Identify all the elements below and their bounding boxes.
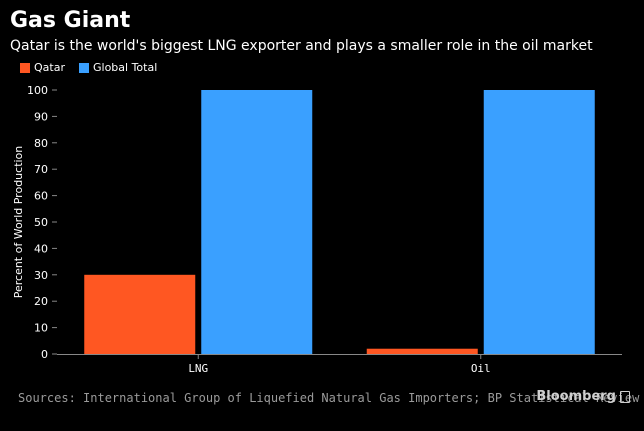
legend-swatch-qatar	[20, 62, 30, 73]
bar-qatar-lng	[84, 274, 196, 354]
legend-swatch-global-total	[78, 62, 89, 73]
bar-qatar-oil	[366, 348, 478, 354]
y-tick-label: 60	[34, 190, 48, 203]
chart-title: Gas Giant	[10, 8, 131, 33]
y-tick-label: 50	[34, 216, 48, 229]
source-note: Sources: International Group of Liquefie…	[18, 391, 640, 405]
legend-item-qatar: Qatar	[20, 61, 65, 74]
y-tick-label: 20	[34, 295, 48, 308]
chart-subtitle: Qatar is the world's biggest LNG exporte…	[10, 38, 593, 54]
y-tick-label: 100	[27, 84, 48, 97]
bloomberg-terminal-icon	[620, 390, 630, 403]
y-axis-label: Percent of World Production	[12, 146, 25, 299]
brand-name: Bloomberg	[536, 389, 616, 404]
x-tick-label: Oil	[471, 362, 491, 375]
y-tick-label: 90	[34, 110, 48, 123]
y-tick-label: 70	[34, 163, 48, 176]
y-tick-label: 80	[34, 137, 48, 150]
brand-logo: Bloomberg	[536, 389, 630, 404]
legend: Qatar Global Total	[20, 61, 171, 74]
y-tick-label: 30	[34, 269, 48, 282]
y-tick-label: 10	[34, 322, 48, 335]
legend-label-global-total: Global Total	[92, 61, 158, 74]
legend-item-global-total: Global Total	[78, 61, 158, 74]
bar-global-total-lng	[201, 90, 313, 354]
y-tick-label: 0	[41, 348, 48, 361]
y-tick-label: 40	[34, 242, 48, 255]
x-tick-label: LNG	[188, 362, 208, 375]
legend-label-qatar: Qatar	[34, 61, 65, 74]
bar-global-total-oil	[483, 90, 595, 354]
